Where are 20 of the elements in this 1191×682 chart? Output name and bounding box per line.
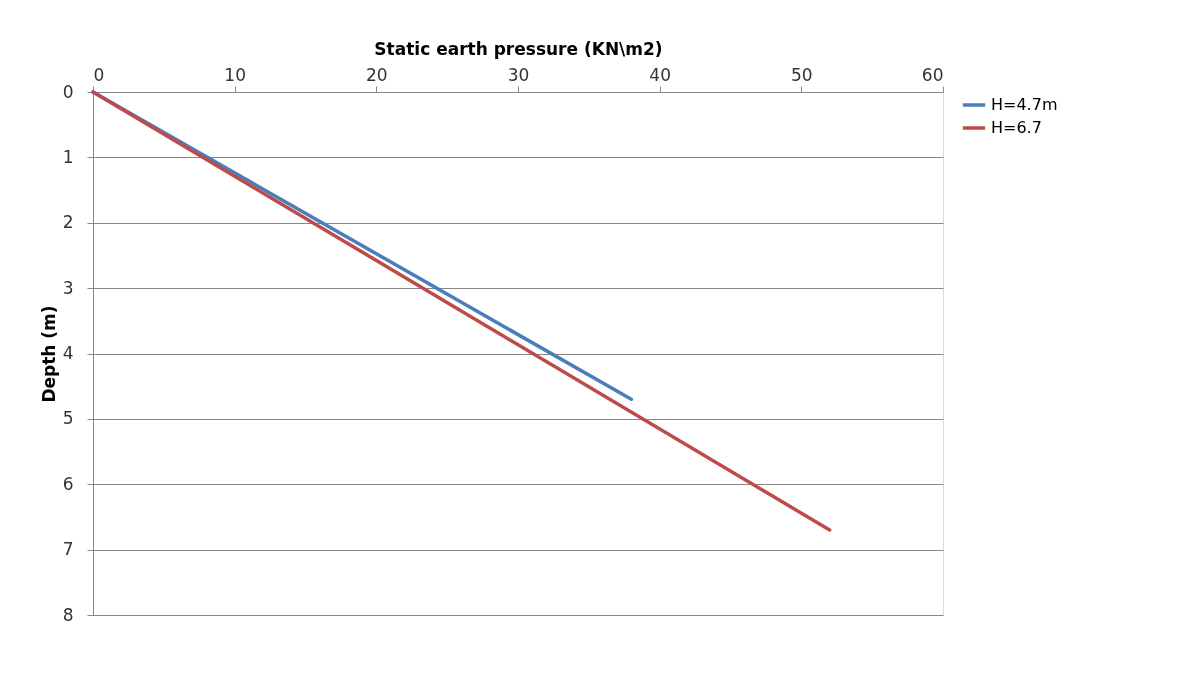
y-tick-label: 8 (62, 604, 74, 625)
y-tick-label: 1 (62, 146, 74, 167)
y-tick-label: 7 (62, 539, 74, 560)
legend-label: H=4.7m (991, 95, 1058, 114)
x-tick-label: 0 (93, 64, 105, 85)
x-tick-label: 20 (366, 64, 388, 85)
y-tick-label: 5 (62, 408, 74, 429)
x-tick-label: 50 (791, 64, 813, 85)
y-tick-label: 6 (62, 473, 74, 494)
x-tick-label: 10 (224, 64, 246, 85)
x-tick-label: 60 (921, 64, 944, 85)
legend-label: H=6.7 (991, 118, 1042, 137)
x-tick-label: 40 (649, 64, 671, 85)
x-axis-title: Static earth pressure (KN\m2) (374, 38, 663, 59)
y-tick-label: 3 (62, 277, 74, 298)
y-tick-label: 4 (62, 343, 74, 363)
y-axis-title: Depth (m) (38, 305, 59, 403)
x-tick-label: 30 (507, 64, 530, 85)
y-tick-label: 2 (62, 212, 74, 233)
y-tick-label: 0 (62, 81, 74, 102)
